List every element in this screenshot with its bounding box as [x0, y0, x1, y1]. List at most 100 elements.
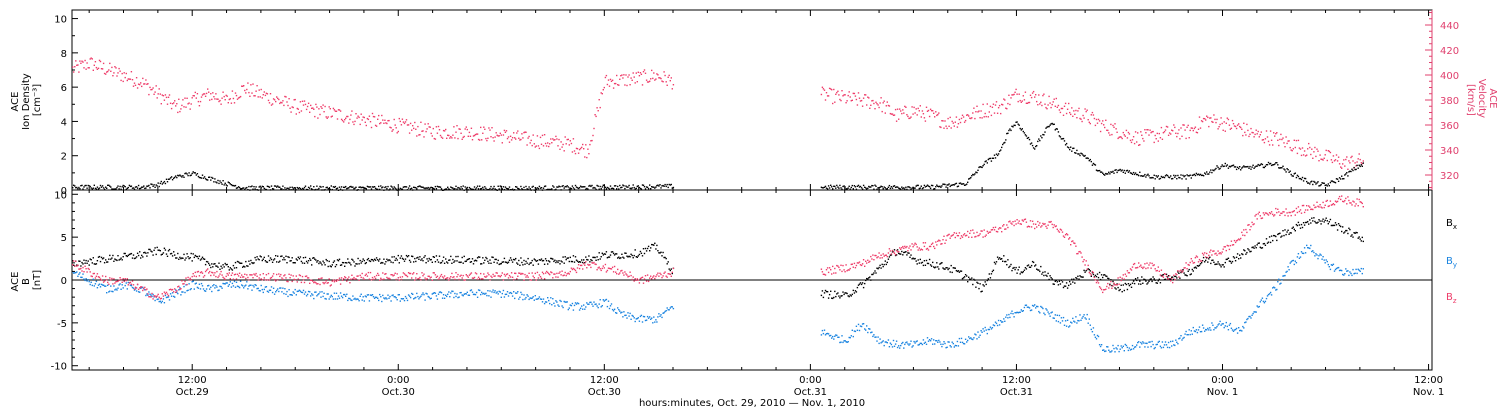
bx-point	[1350, 235, 1352, 237]
density-point	[1313, 180, 1315, 183]
velocity-point	[1214, 118, 1216, 121]
by-point	[1268, 293, 1271, 295]
by-point	[855, 325, 858, 327]
bx-point	[508, 259, 511, 261]
bx-point	[594, 256, 596, 259]
by-point	[1260, 299, 1262, 301]
bx-point	[137, 254, 140, 257]
bz-point	[425, 278, 427, 281]
bx-point	[1346, 229, 1348, 232]
by-point	[637, 317, 639, 319]
velocity-point	[203, 93, 206, 95]
density-point	[364, 187, 366, 189]
density-point	[81, 184, 83, 187]
density-point	[822, 187, 825, 189]
bx-point	[958, 271, 961, 273]
density-point	[991, 157, 994, 159]
density-point	[1055, 128, 1057, 130]
bz-point	[305, 275, 308, 277]
velocity-point	[1215, 121, 1217, 124]
velocity-point	[383, 122, 385, 124]
density-point	[157, 182, 159, 184]
bz-point	[590, 266, 592, 269]
velocity-point	[618, 84, 620, 86]
by-point	[568, 307, 570, 309]
bx-point	[553, 260, 555, 263]
bz-point	[553, 273, 555, 275]
density-point	[644, 188, 647, 190]
bx-point	[627, 256, 629, 258]
density-point	[391, 186, 393, 188]
bx-point	[187, 256, 189, 258]
by-point	[1292, 259, 1294, 262]
by-point	[839, 341, 841, 344]
bx-point	[196, 255, 199, 258]
bx-point	[1080, 276, 1082, 278]
by-point	[1223, 326, 1225, 329]
bx-point	[168, 248, 171, 251]
velocity-point	[1303, 150, 1306, 152]
by-point	[847, 341, 849, 343]
bx-point	[151, 251, 153, 253]
velocity-point	[843, 94, 845, 96]
by-point	[1025, 304, 1028, 306]
by-point	[933, 339, 935, 341]
velocity-point	[878, 106, 880, 109]
by-point	[1277, 281, 1279, 283]
by-point	[669, 307, 671, 309]
bx-point	[185, 257, 187, 259]
bx-point	[921, 261, 924, 264]
by-point	[217, 289, 219, 292]
density-point	[492, 187, 494, 190]
velocity-point	[317, 117, 319, 119]
velocity-point	[920, 116, 922, 118]
density-point	[1026, 137, 1029, 139]
by-point	[290, 294, 292, 296]
bx-point	[1200, 262, 1203, 264]
velocity-point	[1179, 138, 1181, 140]
by-point	[842, 341, 844, 344]
by-point	[445, 294, 447, 296]
density-point	[299, 187, 302, 190]
by-point	[1064, 320, 1067, 322]
bx-point	[1035, 264, 1037, 266]
bx-point	[626, 255, 628, 257]
bx-point	[254, 256, 256, 259]
density-point	[995, 153, 998, 155]
density-point	[883, 186, 885, 188]
velocity-point	[473, 134, 476, 137]
velocity-point	[1178, 129, 1180, 131]
by-point	[449, 296, 451, 298]
velocity-point	[470, 127, 473, 129]
by-point	[1026, 306, 1029, 308]
density-point	[875, 185, 877, 187]
density-point	[1063, 140, 1066, 142]
bz-point	[249, 274, 251, 276]
bz-point	[252, 277, 254, 279]
velocity-point	[248, 91, 250, 94]
bz-point	[330, 284, 332, 286]
density-point	[491, 188, 493, 191]
bz-point	[169, 288, 172, 290]
bz-point	[109, 277, 111, 279]
density-point	[413, 186, 415, 188]
velocity-point	[1332, 155, 1335, 157]
bz-point	[187, 276, 189, 279]
by-point	[820, 334, 823, 336]
velocity-point	[213, 96, 215, 98]
bx-point	[211, 263, 213, 265]
by-point	[443, 297, 446, 299]
bx-point	[1140, 283, 1142, 285]
bx-point	[634, 249, 636, 251]
density-point	[934, 188, 936, 190]
velocity-point	[106, 71, 108, 73]
velocity-point	[161, 94, 163, 96]
velocity-point	[1027, 101, 1030, 104]
velocity-point	[1164, 129, 1167, 131]
by-point	[208, 284, 210, 287]
velocity-point	[403, 122, 406, 125]
by-point	[1050, 312, 1052, 314]
bx-point	[241, 262, 243, 264]
by-point	[983, 330, 985, 332]
by-point	[1036, 305, 1038, 308]
